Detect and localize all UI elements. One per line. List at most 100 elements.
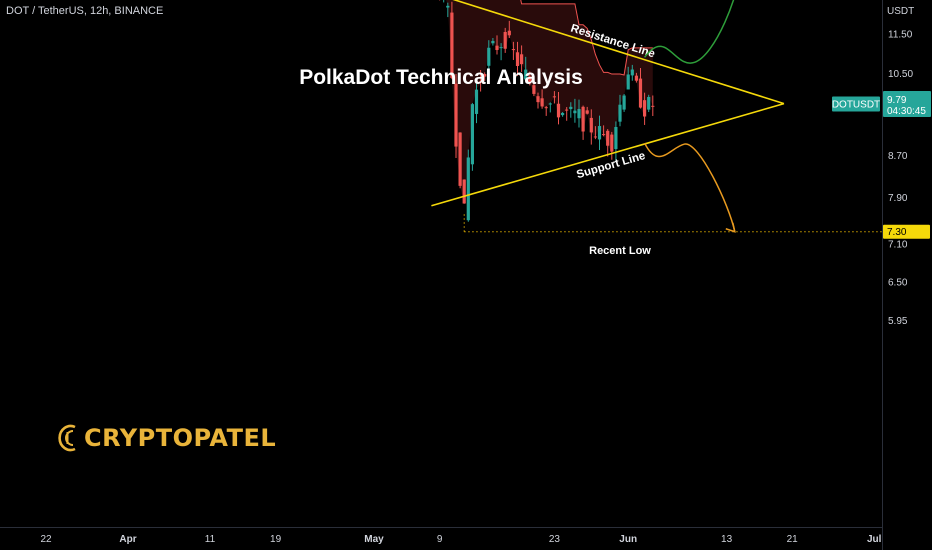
time-tick-label: May bbox=[364, 534, 384, 545]
candle-body bbox=[634, 75, 638, 81]
candle-body bbox=[487, 47, 491, 66]
cloud-band bbox=[446, 0, 653, 204]
candle bbox=[561, 112, 565, 117]
candle-body bbox=[515, 52, 520, 67]
candle bbox=[450, 1, 454, 80]
candle-body bbox=[536, 96, 540, 103]
candle bbox=[581, 105, 585, 140]
candle-body bbox=[540, 98, 544, 107]
candle bbox=[602, 125, 606, 137]
bearish-arrow-head bbox=[725, 222, 736, 233]
candle-body bbox=[544, 107, 548, 109]
price-axis-currency: USDT bbox=[887, 6, 914, 17]
last-price-value: 9.79 bbox=[887, 95, 907, 106]
brand-name: CRYPTOPATEL bbox=[84, 424, 277, 452]
resistance-trendline bbox=[452, 0, 785, 105]
price-tick-label: 7.10 bbox=[888, 239, 908, 250]
candle bbox=[499, 43, 503, 61]
candle-body bbox=[462, 179, 466, 204]
brand-coin-icon bbox=[58, 424, 76, 452]
candle-body bbox=[474, 89, 479, 114]
candle bbox=[532, 82, 536, 97]
time-tick-label: 11 bbox=[205, 534, 216, 545]
symbol-badge-label: DOTUSDT bbox=[832, 100, 880, 111]
candle-body bbox=[552, 96, 556, 98]
candle bbox=[630, 64, 634, 81]
candle-body bbox=[581, 106, 585, 132]
candle-body bbox=[602, 134, 606, 136]
candle bbox=[585, 106, 589, 115]
candle bbox=[577, 99, 581, 128]
candle bbox=[626, 66, 630, 90]
candle bbox=[614, 121, 618, 161]
candle-body bbox=[593, 136, 597, 138]
candle bbox=[544, 105, 548, 116]
candle-body bbox=[651, 105, 655, 107]
candle bbox=[495, 35, 499, 55]
symbol-info[interactable]: DOT / TetherUS, 12h, BINANCE bbox=[6, 5, 164, 17]
candle-body bbox=[643, 100, 647, 117]
level-badge-7-30-bg bbox=[883, 224, 930, 239]
price-axis-panel bbox=[882, 0, 932, 550]
candle-body bbox=[577, 109, 581, 119]
candle-body bbox=[507, 30, 511, 36]
candle-body bbox=[454, 83, 458, 147]
candle bbox=[540, 89, 544, 109]
candle bbox=[593, 126, 597, 140]
candle-body bbox=[450, 12, 454, 78]
time-tick-label: 22 bbox=[40, 534, 52, 545]
candle bbox=[573, 98, 577, 123]
time-tick-label: 23 bbox=[549, 534, 561, 545]
candle bbox=[651, 95, 655, 117]
candle-body bbox=[569, 106, 573, 110]
price-tick-label: 5.95 bbox=[888, 316, 908, 327]
candle bbox=[589, 109, 593, 145]
time-tick-label: Jun bbox=[619, 534, 637, 545]
support-trendline bbox=[431, 102, 785, 207]
last-price-countdown: 04:30:45 bbox=[887, 106, 926, 117]
candle bbox=[503, 27, 507, 53]
candle bbox=[610, 131, 614, 160]
cloud-down-edge bbox=[520, 0, 653, 76]
time-tick-label: 19 bbox=[270, 534, 282, 545]
candle-body bbox=[626, 74, 630, 90]
candle bbox=[443, 0, 445, 3]
time-tick-label: Jul bbox=[867, 534, 882, 545]
candle-body bbox=[495, 45, 499, 51]
candle bbox=[487, 40, 491, 76]
candle bbox=[606, 129, 610, 157]
candle bbox=[515, 41, 520, 76]
candle bbox=[454, 74, 458, 159]
price-tick-label: 11.50 bbox=[888, 29, 913, 40]
candle bbox=[622, 93, 626, 112]
candle-body bbox=[638, 78, 643, 108]
candle bbox=[479, 69, 483, 92]
candle bbox=[446, 2, 450, 18]
candle-body bbox=[589, 117, 593, 133]
candle-body bbox=[458, 132, 462, 186]
support-label: Support Line bbox=[575, 150, 646, 181]
candle bbox=[474, 80, 479, 124]
candle-body bbox=[483, 74, 487, 77]
candle-body bbox=[528, 76, 532, 84]
price-tick-label: 6.50 bbox=[888, 278, 908, 289]
candle bbox=[507, 20, 511, 39]
candle-body bbox=[622, 95, 626, 110]
candle-body bbox=[524, 69, 528, 80]
candle-body bbox=[511, 49, 515, 51]
candle-body bbox=[548, 103, 552, 105]
time-tick-label: 9 bbox=[437, 534, 443, 545]
candle-body bbox=[503, 31, 507, 49]
candle-body bbox=[479, 81, 483, 83]
candle bbox=[548, 102, 552, 113]
bearish-arrow-path bbox=[643, 142, 736, 232]
bullish-arrow-path bbox=[643, 0, 735, 64]
candle bbox=[569, 102, 573, 118]
candle-body bbox=[491, 40, 495, 44]
candle bbox=[470, 102, 474, 171]
candle-body bbox=[532, 85, 536, 94]
price-tick-label: 8.70 bbox=[888, 151, 908, 162]
candle-body bbox=[610, 134, 614, 152]
